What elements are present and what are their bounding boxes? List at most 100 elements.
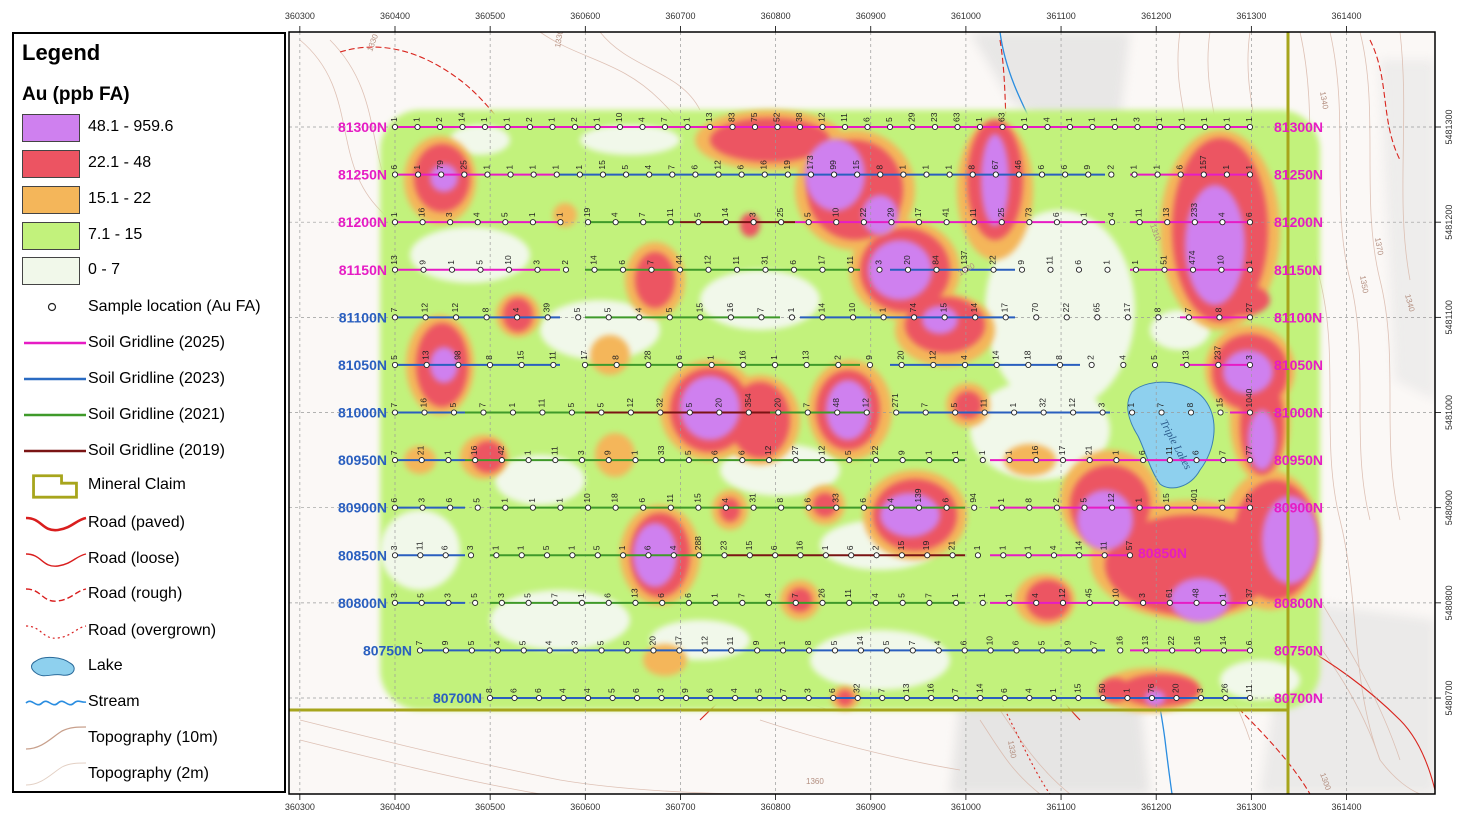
sample-location[interactable] <box>585 219 592 226</box>
sample-location[interactable] <box>904 266 912 273</box>
sample-location[interactable] <box>1158 409 1165 416</box>
sample-location[interactable] <box>961 266 969 273</box>
sample-location[interactable] <box>619 266 627 273</box>
sample-location[interactable] <box>979 457 986 464</box>
sample-location[interactable] <box>727 314 734 321</box>
sample-location[interactable] <box>419 219 426 226</box>
sample-location[interactable] <box>1217 409 1224 416</box>
sample-location[interactable] <box>418 457 425 464</box>
sample-location[interactable] <box>661 123 669 131</box>
sample-location[interactable] <box>1053 219 1060 226</box>
sample-location[interactable] <box>1140 457 1147 464</box>
sample-location[interactable] <box>507 171 514 178</box>
sample-location[interactable] <box>762 266 769 273</box>
sample-location[interactable] <box>804 409 811 416</box>
sample-location[interactable] <box>854 694 861 702</box>
sample-location[interactable] <box>834 409 841 416</box>
sample-location[interactable] <box>1246 647 1254 654</box>
sample-location[interactable] <box>620 552 627 559</box>
sample-location[interactable] <box>739 457 746 464</box>
sample-location[interactable] <box>876 266 883 273</box>
sample-location[interactable] <box>445 599 452 606</box>
sample-location[interactable] <box>504 123 511 131</box>
sample-location[interactable] <box>1086 599 1093 606</box>
sample-location[interactable] <box>1044 123 1051 131</box>
sample-location[interactable] <box>1200 171 1207 178</box>
sample-location[interactable] <box>676 361 684 368</box>
sample-location[interactable] <box>624 647 631 654</box>
sample-location[interactable] <box>544 552 551 559</box>
sample-location[interactable] <box>416 647 424 654</box>
sample-location[interactable] <box>493 552 500 559</box>
sample-location[interactable] <box>552 457 559 464</box>
sample-location[interactable] <box>667 504 674 511</box>
sample-location[interactable] <box>739 599 746 606</box>
sample-location[interactable] <box>391 552 399 559</box>
sample-location[interactable] <box>1015 171 1022 178</box>
sample-location[interactable] <box>575 314 582 321</box>
sample-location[interactable] <box>883 647 890 654</box>
sample-location[interactable] <box>594 552 601 559</box>
sample-location[interactable] <box>391 314 399 321</box>
sample-location[interactable] <box>484 171 491 178</box>
sample-location[interactable] <box>849 314 857 321</box>
sample-location[interactable] <box>778 219 785 226</box>
sample-location[interactable] <box>474 219 481 226</box>
sample-location[interactable] <box>833 219 840 226</box>
sample-location[interactable] <box>640 219 647 226</box>
sample-location[interactable] <box>1066 123 1074 131</box>
sample-location[interactable] <box>550 361 557 368</box>
sample-location[interactable] <box>877 171 884 178</box>
sample-location[interactable] <box>676 647 683 654</box>
sample-location[interactable] <box>1050 694 1057 702</box>
sample-location[interactable] <box>987 647 994 654</box>
sample-location[interactable] <box>627 409 634 416</box>
sample-location[interactable] <box>961 647 968 654</box>
sample-location[interactable] <box>1155 314 1162 321</box>
sample-location[interactable] <box>1164 504 1171 511</box>
sample-location[interactable] <box>658 694 665 702</box>
sample-location[interactable] <box>605 314 612 321</box>
sample-location[interactable] <box>819 314 826 321</box>
sample-location[interactable] <box>900 171 907 178</box>
sample-location[interactable] <box>420 266 427 273</box>
sample-location[interactable] <box>472 599 479 606</box>
sample-location[interactable] <box>1109 219 1116 226</box>
sample-location[interactable] <box>695 219 702 226</box>
sample-location[interactable] <box>585 694 592 702</box>
sample-location[interactable] <box>421 409 428 416</box>
sample-location[interactable] <box>539 409 546 416</box>
sample-location[interactable] <box>1075 694 1082 702</box>
sample-location[interactable] <box>909 647 916 654</box>
sample-location[interactable] <box>774 123 781 131</box>
sample-location[interactable] <box>422 314 429 321</box>
sample-location[interactable] <box>847 266 855 273</box>
sample-location[interactable] <box>442 552 449 559</box>
sample-location[interactable] <box>728 647 735 654</box>
sample-location[interactable] <box>933 266 940 273</box>
sample-location[interactable] <box>459 123 466 131</box>
sample-location[interactable] <box>1246 457 1254 464</box>
sample-location[interactable] <box>1026 219 1033 226</box>
sample-location[interactable] <box>805 219 812 226</box>
sample-location[interactable] <box>1111 123 1119 131</box>
sample-location[interactable] <box>805 694 812 702</box>
sample-location[interactable] <box>1001 694 1008 702</box>
sample-location[interactable] <box>632 599 639 606</box>
sample-location[interactable] <box>438 171 445 178</box>
sample-location[interactable] <box>423 361 430 368</box>
sample-location[interactable] <box>599 171 607 178</box>
sample-location[interactable] <box>1091 647 1098 654</box>
sample-location[interactable] <box>1088 361 1095 368</box>
sample-location[interactable] <box>1086 457 1093 464</box>
sample-location[interactable] <box>650 647 657 654</box>
sample-location[interactable] <box>646 171 653 178</box>
sample-location[interactable] <box>872 457 879 464</box>
sample-location[interactable] <box>931 123 939 131</box>
sample-location[interactable] <box>923 171 930 178</box>
sample-location[interactable] <box>788 314 796 321</box>
sample-location[interactable] <box>472 457 479 464</box>
sample-location[interactable] <box>846 599 853 606</box>
sample-location[interactable] <box>1002 314 1009 321</box>
